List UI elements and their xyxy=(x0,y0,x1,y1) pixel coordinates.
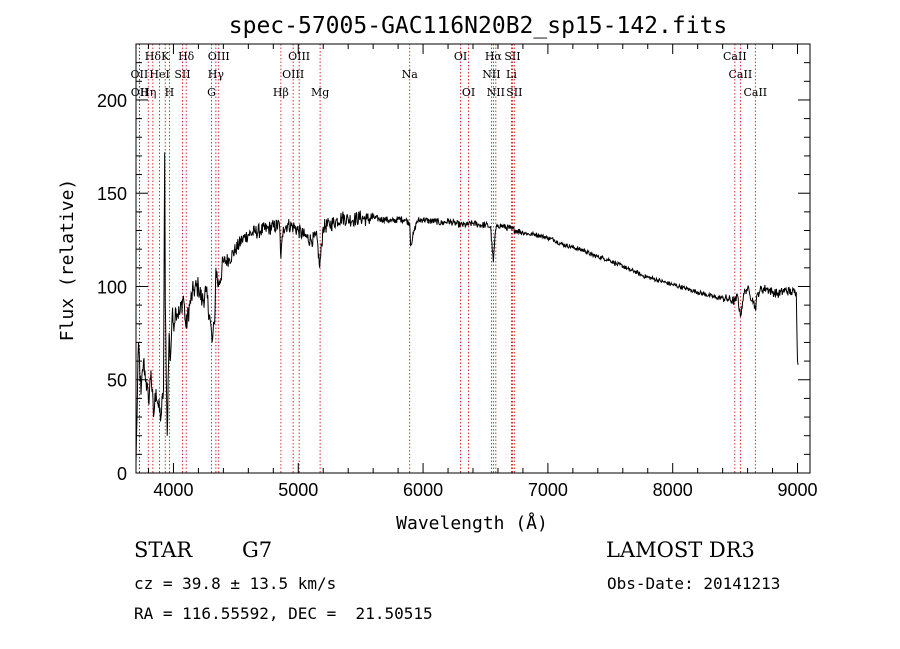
x-tick-label-4: 8000 xyxy=(653,480,693,500)
x-tick-label-0: 4000 xyxy=(153,480,193,500)
line-label-8: CaII xyxy=(723,50,747,63)
line-markers xyxy=(138,44,756,473)
y-tick-label-4: 200 xyxy=(97,91,127,111)
line-label-4: OIII xyxy=(288,50,310,63)
y-axis-label: Flux (relative) xyxy=(57,179,78,342)
line-label-17: CaII xyxy=(729,68,753,81)
line-label-26: SII xyxy=(506,86,522,99)
object-class: STAR xyxy=(134,538,193,562)
survey-name: LAMOST DR3 xyxy=(606,538,755,562)
line-label-27: CaII xyxy=(743,86,767,99)
ra-dec: RA = 116.55592, DEC = 21.50515 xyxy=(134,604,433,623)
line-label-15: NII xyxy=(482,68,500,81)
line-label-16: Li xyxy=(506,68,517,81)
line-label-1: K xyxy=(161,50,170,63)
observation-date: Obs-Date: 20141213 xyxy=(607,574,781,593)
line-label-11: SII xyxy=(174,68,190,81)
line-label-14: Na xyxy=(402,68,419,81)
y-tick-label-2: 100 xyxy=(97,277,127,297)
line-label-24: OI xyxy=(462,86,475,99)
x-tick-label-1: 5000 xyxy=(278,480,318,500)
line-label-19: Hη xyxy=(140,86,156,99)
x-tick-label-5: 9000 xyxy=(777,480,817,500)
redshift-cz: cz = 39.8 ± 13.5 km/s xyxy=(134,574,337,593)
line-label-6: Hα xyxy=(485,50,503,63)
line-label-9: OII xyxy=(131,68,149,81)
x-axis-label: Wavelength (Å) xyxy=(396,512,548,534)
plot-frame xyxy=(135,43,811,474)
y-tick-label-0: 0 xyxy=(117,464,127,484)
line-label-25: NII xyxy=(487,86,505,99)
x-tick-label-3: 7000 xyxy=(528,480,568,500)
line-label-7: SII xyxy=(504,50,520,63)
line-label-20: H xyxy=(165,86,175,99)
line-label-0: Hδ xyxy=(145,50,162,63)
line-label-13: OIII xyxy=(282,68,304,81)
line-label-5: OI xyxy=(454,50,467,63)
object-subclass: G7 xyxy=(242,538,273,562)
line-label-12: Hγ xyxy=(208,68,225,81)
line-label-22: Hβ xyxy=(273,86,289,99)
line-label-21: G xyxy=(207,86,216,99)
line-label-10: HeI xyxy=(149,68,169,81)
spectrum-line xyxy=(135,152,799,464)
line-label-2: Hδ xyxy=(178,50,195,63)
axis-ticks: 4000 5000 6000 7000 8000 9000 0 50 100 150 200 xyxy=(97,44,818,500)
y-tick-label-3: 150 xyxy=(97,184,127,204)
line-label-23: Mg xyxy=(311,86,329,99)
x-tick-label-2: 6000 xyxy=(403,480,443,500)
line-label-18: OII xyxy=(131,86,149,99)
chart-title: spec-57005-GAC116N20B2_sp15-142.fits xyxy=(229,13,728,39)
line-label-3: OIII xyxy=(208,50,230,63)
y-tick-label-1: 50 xyxy=(107,371,127,391)
